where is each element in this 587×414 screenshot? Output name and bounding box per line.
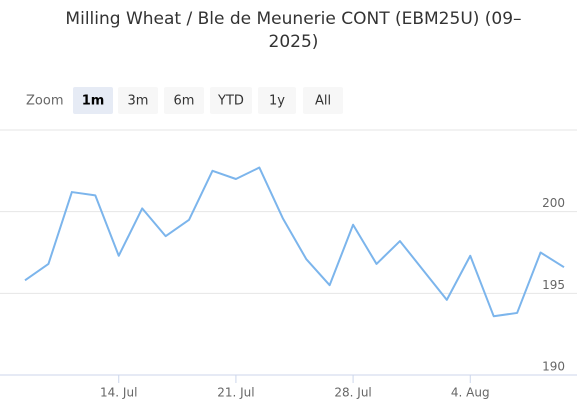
range-button-bg[interactable] [164,87,204,114]
range-button-bg[interactable] [303,87,343,114]
range-button[interactable]: YTD [210,87,252,114]
range-button[interactable]: 3m [118,87,158,114]
data-line [24,166,565,318]
range-button-label[interactable]: YTD [217,94,244,109]
y-tick-label: 190 [542,360,565,374]
range-button-label[interactable]: 6m [174,94,195,109]
range-button-bg[interactable] [118,87,158,114]
range-button[interactable]: 6m [164,87,204,114]
range-button[interactable]: 1m [73,87,113,114]
zoom-label: Zoom [26,94,63,109]
range-button-label[interactable]: 1m [82,94,105,109]
x-tick-label: 4. Aug [451,386,490,400]
range-button-bg[interactable] [258,87,296,114]
range-button-label[interactable]: All [315,94,331,109]
range-button-label[interactable]: 3m [128,94,149,109]
range-button-bg[interactable] [210,87,252,114]
range-button-label[interactable]: 1y [269,94,285,109]
x-tick-label: 21. Jul [217,386,254,400]
y-tick-label: 200 [542,196,565,210]
x-tick-label: 14. Jul [100,386,137,400]
range-button-bg[interactable] [73,87,113,114]
range-button[interactable]: All [303,87,343,114]
x-tick-label: 28. Jul [334,386,371,400]
chart-title: Milling Wheat / Ble de Meunerie CONT (EB… [65,9,522,52]
range-button[interactable]: 1y [258,87,296,114]
y-tick-label: 195 [542,278,565,292]
